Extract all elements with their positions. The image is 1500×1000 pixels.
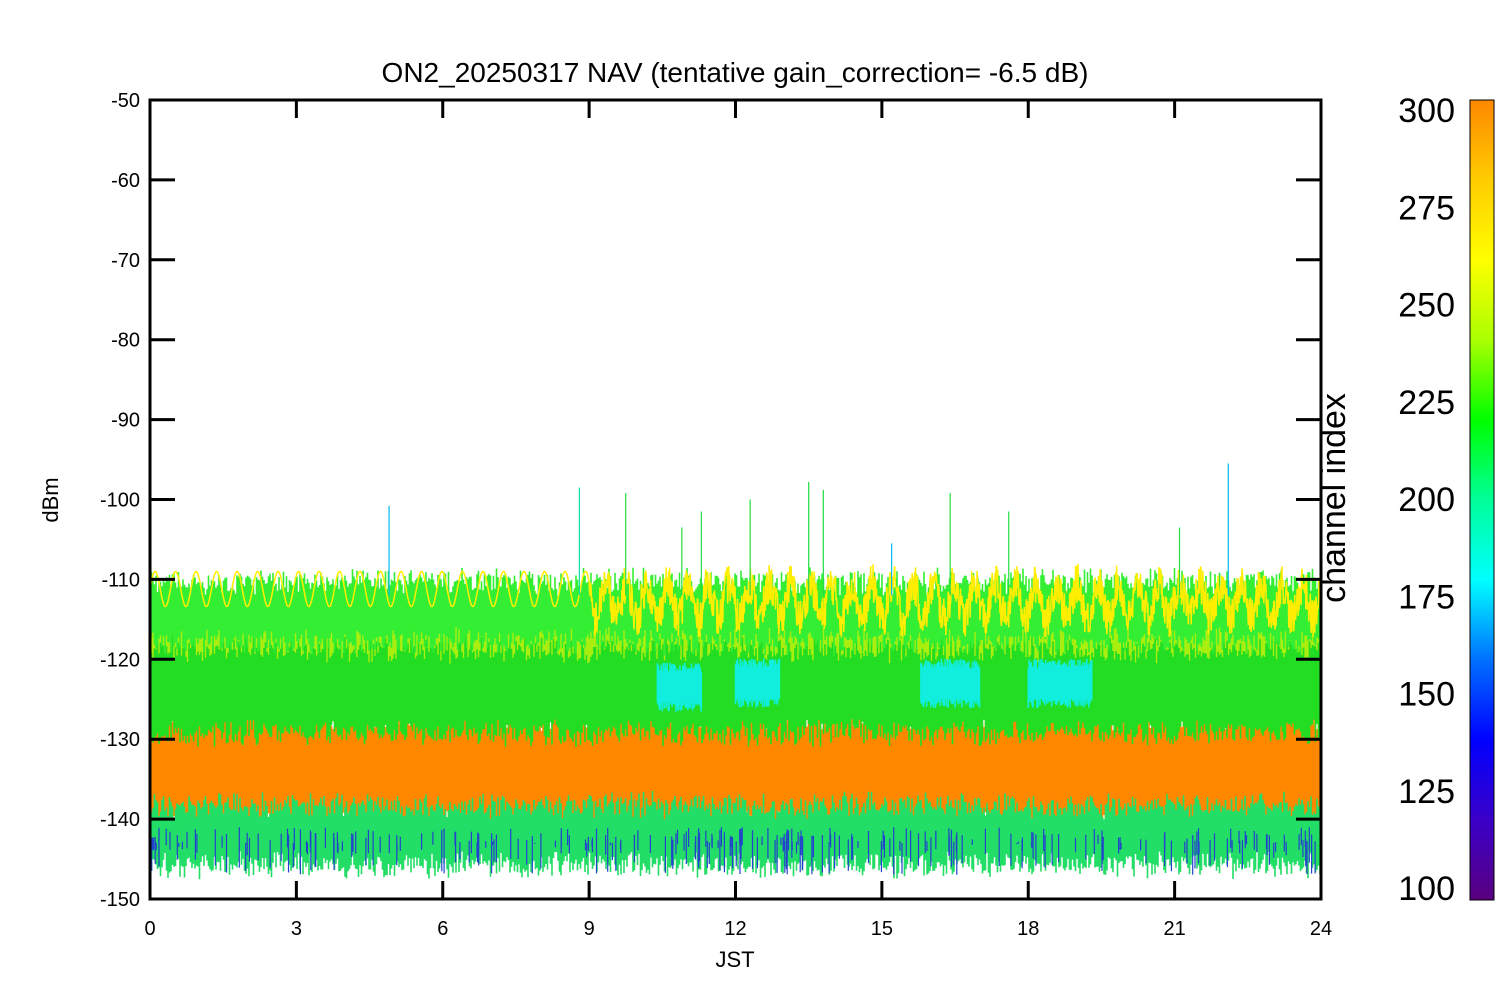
colorbar-gradient — [1469, 99, 1495, 901]
colorbar-tick-label-8: 100 — [1398, 870, 1455, 908]
x-tick-label-7: 21 — [1164, 918, 1186, 940]
colorbar-tick-label-3: 225 — [1398, 384, 1455, 422]
cyan-patch-1 — [734, 658, 781, 708]
x-tick-label-0: 0 — [144, 918, 155, 940]
lower-dip-traces — [151, 827, 1316, 875]
colorbar — [1469, 99, 1495, 901]
band-orange — [150, 703, 1321, 840]
y-tick-label-4: -90 — [111, 410, 140, 432]
x-tick-label-3: 9 — [584, 918, 595, 940]
plot-data — [150, 463, 1321, 880]
y-tick-label-0: -50 — [111, 90, 140, 112]
colorbar-tick-label-7: 125 — [1398, 773, 1455, 811]
x-tick-label-1: 3 — [291, 918, 302, 940]
y-axis: -50 -60 -70 -80 -90 -100 -110 -120 -130 -140 -150 — [100, 90, 1321, 911]
y-axis-label: dBm — [38, 477, 63, 522]
band-trace-orange — [150, 703, 1321, 840]
y-tick-label-9: -140 — [100, 809, 140, 831]
colorbar-tick-label-6: 150 — [1398, 676, 1455, 714]
y-tick-label-8: -130 — [100, 729, 140, 751]
x-axis-label: JST — [715, 947, 754, 972]
x-tick-label-2: 6 — [437, 918, 448, 940]
colorbar-ticks: 300 275 250 225 200 175 150 125 100 — [1398, 92, 1455, 908]
cyan-patch-2 — [920, 658, 981, 708]
y-tick-label-6: -110 — [101, 569, 140, 591]
chart-title: ON2_20250317 NAV (tentative gain_correct… — [382, 57, 1089, 88]
y-tick-label-3: -80 — [111, 330, 140, 352]
colorbar-tick-label-4: 200 — [1398, 481, 1455, 519]
colorbar-tick-label-5: 175 — [1398, 578, 1455, 616]
x-tick-label-6: 18 — [1017, 918, 1039, 940]
y-tick-label-2: -70 — [111, 250, 140, 272]
band-lower-edge — [150, 791, 1321, 880]
cyan-patch-3 — [1027, 658, 1093, 708]
lower-dips — [151, 827, 1316, 875]
colorbar-tick-label-0: 300 — [1398, 92, 1455, 130]
y-tick-label-1: -60 — [111, 170, 140, 192]
band-trace-lower-edge — [150, 791, 1321, 880]
x-tick-label-4: 12 — [724, 918, 746, 940]
y-tick-label-5: -100 — [100, 490, 140, 512]
cyan-patch-0 — [656, 662, 703, 712]
y-tick-label-10: -150 — [100, 889, 140, 911]
x-axis: 0 3 6 9 12 15 18 21 24 — [144, 100, 1332, 940]
x-tick-label-8: 24 — [1310, 918, 1332, 940]
yellow-wave-trace — [150, 563, 1321, 638]
x-tick-label-5: 15 — [871, 918, 893, 940]
y-tick-label-7: -120 — [100, 649, 140, 671]
colorbar-tick-label-1: 275 — [1398, 189, 1455, 227]
colorbar-tick-label-2: 250 — [1398, 287, 1455, 325]
colorbar-label: channel index — [1315, 393, 1353, 603]
